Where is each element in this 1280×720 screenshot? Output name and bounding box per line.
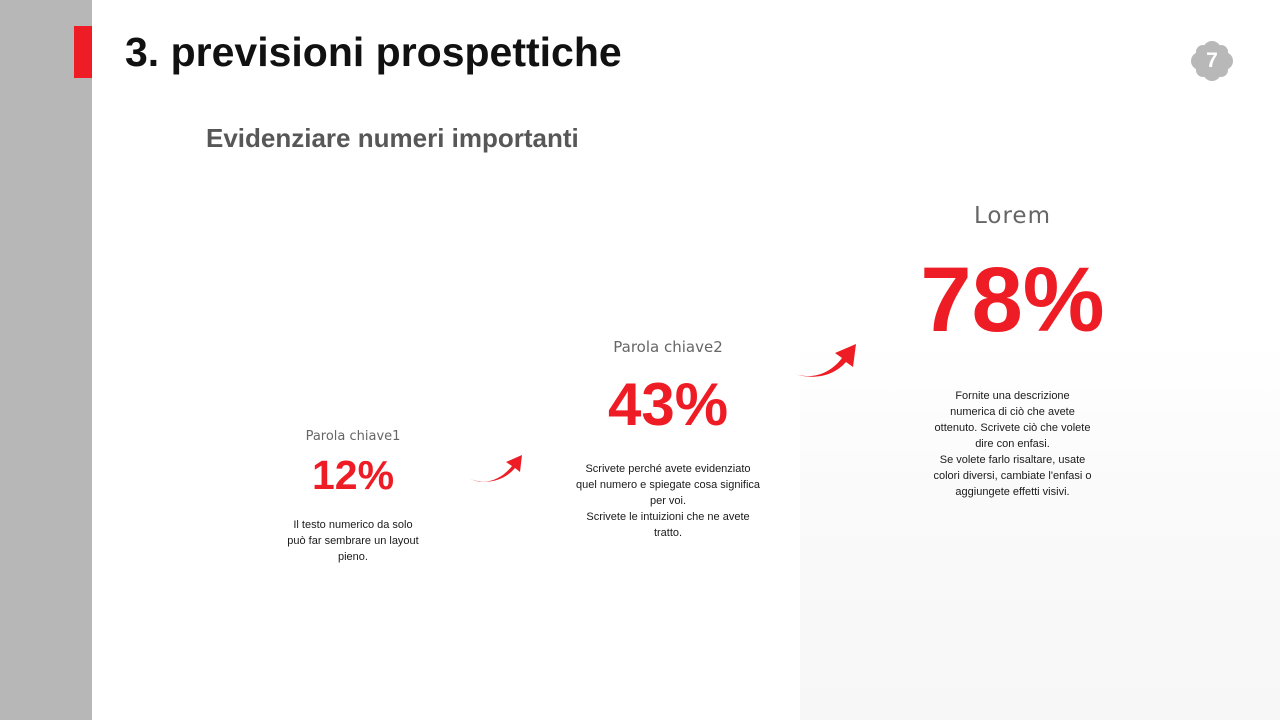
stat-block-1: Parola chiave1 12% Il testo numerico da … bbox=[262, 428, 444, 565]
title-accent-bar bbox=[74, 26, 92, 78]
stat-label: Lorem bbox=[974, 203, 1051, 229]
curved-arrow-icon bbox=[788, 344, 856, 377]
page-number-badge: 7 bbox=[1190, 40, 1234, 82]
stat-value: 78% bbox=[920, 249, 1105, 351]
stat-block-3: Lorem 78% Fornite una descrizione numeri… bbox=[905, 201, 1120, 500]
curved-arrow-icon bbox=[470, 455, 522, 482]
stat-description: Scrivete perché avete evidenziato quel n… bbox=[575, 463, 761, 539]
slide-title: 3. previsioni prospettiche bbox=[125, 29, 622, 75]
stat-description: Il testo numerico da solo può far sembra… bbox=[287, 519, 419, 563]
page-number: 7 bbox=[1206, 49, 1218, 72]
stat-block-2: Parola chiave2 43% Scrivete perché avete… bbox=[563, 337, 773, 541]
stat-value: 12% bbox=[311, 452, 395, 498]
stat-label: Parola chiave2 bbox=[613, 338, 723, 356]
stat-value: 43% bbox=[607, 371, 729, 438]
cloud-shape-icon bbox=[1191, 41, 1233, 81]
stat-description: Fornite una descrizione numerica di ciò … bbox=[933, 390, 1092, 498]
stat-label: Parola chiave1 bbox=[305, 429, 401, 444]
slide-subtitle: Evidenziare numeri importanti bbox=[206, 123, 579, 153]
background-fade-panel bbox=[800, 340, 1280, 720]
left-sidebar-strip bbox=[0, 0, 92, 720]
